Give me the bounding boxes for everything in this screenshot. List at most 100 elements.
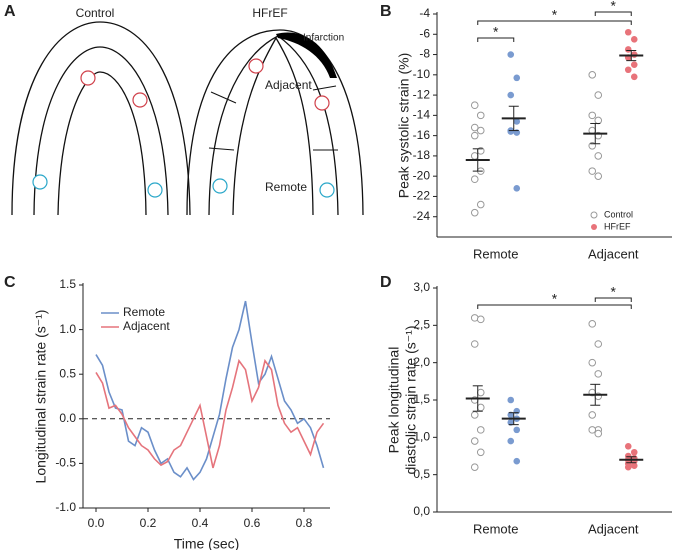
data-point	[513, 407, 521, 415]
x-tick-label: 0.6	[244, 516, 261, 530]
data-point	[594, 340, 603, 348]
data-point	[624, 442, 632, 450]
diagram-title: HFrEF	[252, 6, 287, 20]
y-tick-label: -1.0	[55, 500, 76, 514]
data-point	[507, 91, 515, 99]
y-tick-label: 0,5	[413, 467, 430, 481]
y-tick-label: -22	[413, 189, 431, 203]
data-point	[470, 208, 479, 217]
x-tick-label: 0.2	[140, 516, 157, 530]
y-axis-label: diastolic strain rate (s⁻¹)	[403, 326, 419, 475]
data-point	[470, 340, 479, 348]
significance-label: *	[552, 291, 558, 307]
y-tick-label: 3,0	[413, 280, 430, 294]
x-tick-label: 0.8	[296, 516, 313, 530]
significance-bracket	[477, 20, 632, 25]
wall-outline	[11, 21, 191, 216]
data-point	[470, 411, 479, 419]
significance-label: *	[493, 24, 499, 40]
y-axis-label: Peak systolic strain (%)	[396, 53, 412, 198]
data-point	[513, 74, 521, 82]
y-tick-label: -12	[413, 87, 431, 101]
diagram-title: Control	[76, 6, 115, 20]
x-tick-label: Adjacent	[588, 521, 639, 536]
markers	[32, 58, 335, 198]
wall-outline	[57, 71, 147, 216]
y-tick-label: 2,5	[413, 318, 430, 332]
data-point	[624, 463, 632, 471]
data-point	[588, 411, 597, 419]
y-axis-label: Longitudinal strain rate (s⁻¹)	[33, 310, 49, 484]
data-point	[507, 419, 515, 426]
data-point	[470, 437, 479, 445]
y-axis-label: Peak longitudinal	[386, 347, 402, 454]
x-tick-label: Adjacent	[588, 246, 639, 261]
data-point	[470, 152, 479, 160]
data-point	[594, 152, 603, 160]
data-point	[513, 457, 521, 465]
data-point	[513, 118, 521, 125]
data-point	[594, 116, 603, 125]
y-tick-label: -0.5	[55, 456, 76, 470]
data-point	[630, 61, 638, 68]
y-tick-label: -6	[419, 26, 430, 40]
data-point	[476, 388, 485, 397]
legend-marker	[591, 224, 597, 230]
significance-bracket	[594, 297, 632, 302]
legend-label: Remote	[123, 305, 165, 319]
data-point	[594, 429, 603, 438]
region-label: Infarction	[303, 33, 344, 44]
legend-marker	[590, 211, 598, 219]
marker	[32, 174, 48, 190]
x-tick-label: Remote	[473, 246, 519, 261]
data-point	[507, 411, 515, 419]
marker	[132, 92, 148, 108]
y-tick-label: 1.0	[59, 322, 76, 336]
data-line	[95, 300, 325, 481]
marker	[248, 58, 264, 74]
panel-label: C	[4, 274, 16, 291]
data-point	[507, 437, 515, 445]
data-line	[95, 358, 325, 469]
data-point	[588, 167, 597, 175]
panel-label: A	[4, 3, 16, 20]
data-point	[630, 73, 638, 81]
y-tick-label: -24	[413, 209, 431, 223]
data-point	[630, 36, 638, 43]
data-point	[624, 46, 632, 53]
y-tick-label: -18	[413, 148, 431, 162]
significance-label: *	[611, 284, 617, 300]
data-point	[588, 426, 597, 434]
significance-label: *	[611, 0, 617, 14]
data-point	[630, 462, 638, 470]
data-point	[588, 111, 597, 120]
data-point	[476, 126, 485, 135]
y-tick-label: -8	[419, 47, 430, 61]
segment-line	[210, 91, 237, 104]
data-point	[507, 51, 515, 58]
segment-line	[312, 85, 337, 91]
x-tick-label: 0.4	[192, 516, 209, 530]
data-point	[507, 396, 515, 404]
y-tick-label: 0.0	[59, 411, 76, 425]
y-tick-label: 1,5	[413, 392, 430, 406]
marker	[314, 95, 330, 111]
marker	[212, 178, 228, 194]
data-point	[470, 123, 479, 132]
marker	[80, 70, 96, 86]
x-axis-label: Time (sec)	[174, 536, 240, 550]
segment-line	[208, 147, 235, 151]
data-point	[594, 91, 603, 99]
data-point	[630, 448, 638, 456]
x-tick-label: 0.0	[88, 516, 105, 530]
data-point	[513, 426, 521, 434]
data-point	[476, 315, 485, 324]
data-point	[470, 131, 479, 140]
y-tick-label: 0.5	[59, 366, 76, 380]
y-tick-label: 2,0	[413, 355, 430, 369]
legend-label: HFrEF	[604, 221, 631, 231]
y-tick-label: -14	[413, 108, 431, 122]
y-tick-label: -20	[413, 168, 431, 182]
infarction	[276, 32, 337, 78]
